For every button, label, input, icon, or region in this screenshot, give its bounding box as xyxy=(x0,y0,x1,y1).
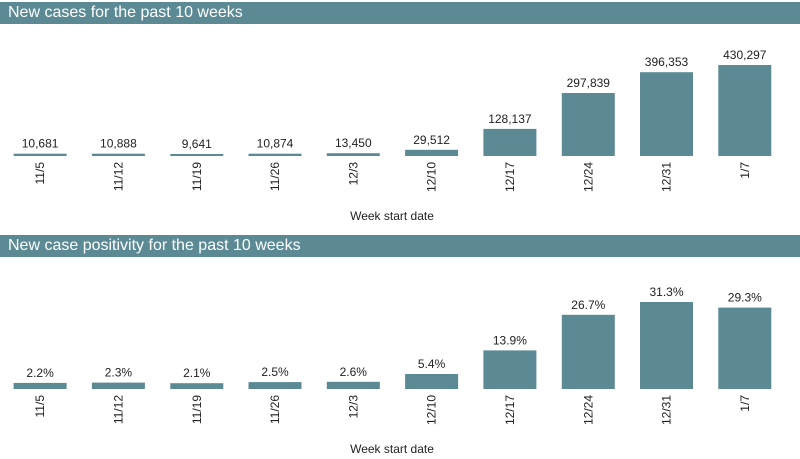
data-label-11-26: 10,874 xyxy=(257,137,294,151)
x-tick-label-12-10: 12/10 xyxy=(425,162,439,192)
data-label-11-5: 10,681 xyxy=(22,137,59,151)
bar-1-7 xyxy=(718,65,772,156)
data-label-11-19: 9,641 xyxy=(182,137,212,151)
x-tick-label-11-5: 11/5 xyxy=(33,395,47,418)
bar-11-26 xyxy=(248,153,302,156)
data-label-12-17: 13.9% xyxy=(493,333,527,347)
data-label-11-26: 2.5% xyxy=(261,365,289,379)
cases-chart-title: New cases for the past 10 weeks xyxy=(0,2,800,24)
bar-12-31 xyxy=(640,302,693,389)
bar-11-19 xyxy=(170,154,224,156)
data-label-11-19: 2.1% xyxy=(183,366,211,380)
x-tick-label-12-31: 12/31 xyxy=(660,395,674,425)
x-tick-label-11-19: 11/19 xyxy=(190,162,204,191)
bar-11-12 xyxy=(91,382,145,389)
bar-12-10 xyxy=(405,374,459,389)
data-label-12-3: 13,450 xyxy=(335,136,372,150)
bar-12-24 xyxy=(561,314,615,389)
data-label-12-24: 26.7% xyxy=(571,298,605,312)
bar-12-31 xyxy=(640,72,693,156)
x-tick-label-11-19: 11/19 xyxy=(190,395,204,424)
bar-11-12 xyxy=(91,153,145,156)
x-tick-label-12-24: 12/24 xyxy=(581,162,595,192)
bar-12-3 xyxy=(326,381,380,389)
x-tick-label-11-5: 11/5 xyxy=(33,162,47,185)
x-tick-label-12-10: 12/10 xyxy=(425,395,439,425)
x-axis-label: Week start date xyxy=(350,442,434,456)
positivity-chart-title: New case positivity for the past 10 week… xyxy=(0,235,800,257)
data-label-12-3: 2.6% xyxy=(340,365,368,379)
x-tick-label-12-17: 12/17 xyxy=(503,162,517,192)
bar-11-5 xyxy=(13,382,67,389)
data-label-12-10: 29,512 xyxy=(413,133,450,147)
x-tick-label-1-7: 1/7 xyxy=(738,162,752,179)
x-axis-label: Week start date xyxy=(350,209,434,223)
data-label-1-7: 29.3% xyxy=(728,291,762,305)
x-tick-label-1-7: 1/7 xyxy=(738,395,752,412)
data-label-12-31: 31.3% xyxy=(649,285,683,299)
bar-12-17 xyxy=(483,128,537,156)
x-tick-label-11-26: 11/26 xyxy=(268,162,282,191)
bar-11-5 xyxy=(13,153,67,156)
data-label-12-24: 297,839 xyxy=(567,76,611,90)
positivity-bar-chart: 2.2% 11/5 2.3% 11/12 2.1% 11/19 2.5% 11/26 2.6% 1… xyxy=(13,285,772,456)
data-label-12-17: 128,137 xyxy=(488,112,532,126)
cases-bar-chart: 10,681 11/5 10,888 11/12 9,641 11/19 10,874 11/… xyxy=(13,48,772,223)
data-label-11-12: 2.3% xyxy=(105,366,133,380)
bar-11-19 xyxy=(170,383,224,389)
bar-12-10 xyxy=(405,149,459,156)
bar-1-7 xyxy=(718,307,772,389)
x-tick-label-12-3: 12/3 xyxy=(346,395,360,419)
x-tick-label-11-26: 11/26 xyxy=(268,395,282,424)
data-label-1-7: 430,297 xyxy=(723,48,767,62)
data-label-12-31: 396,353 xyxy=(645,55,689,69)
bar-12-3 xyxy=(326,153,380,156)
bar-12-24 xyxy=(561,93,615,156)
bar-12-17 xyxy=(483,350,537,389)
x-tick-label-12-3: 12/3 xyxy=(346,162,360,186)
data-label-11-12: 10,888 xyxy=(100,137,137,151)
x-tick-label-11-12: 11/12 xyxy=(111,162,125,191)
x-tick-label-12-17: 12/17 xyxy=(503,395,517,425)
x-tick-label-12-24: 12/24 xyxy=(581,395,595,425)
data-label-12-10: 5.4% xyxy=(418,357,446,371)
bar-11-26 xyxy=(248,382,302,389)
x-tick-label-11-12: 11/12 xyxy=(111,395,125,424)
x-tick-label-12-31: 12/31 xyxy=(660,162,674,192)
data-label-11-5: 2.2% xyxy=(26,366,54,380)
